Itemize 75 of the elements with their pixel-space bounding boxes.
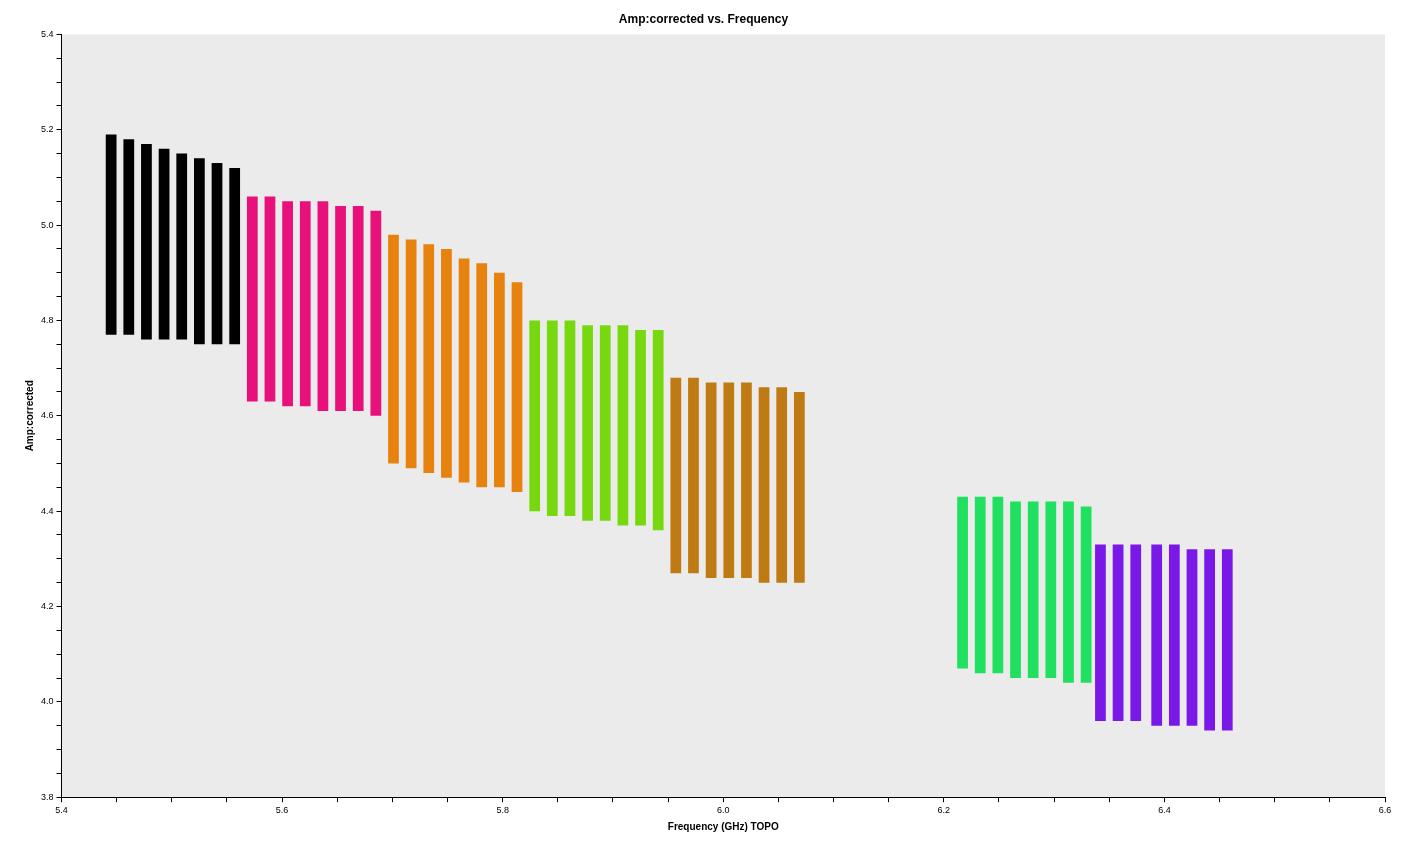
bar [1045, 501, 1057, 679]
bar [1080, 506, 1092, 683]
bar [1221, 549, 1233, 731]
bar [599, 325, 611, 521]
bar [1112, 544, 1124, 721]
bar [299, 201, 311, 407]
x-tick-label: 5.6 [275, 805, 289, 816]
bar [423, 244, 435, 474]
bar [123, 139, 135, 335]
bar [1168, 544, 1180, 726]
y-axis-title: Amp:corrected [23, 380, 35, 452]
bar [493, 272, 505, 488]
bar [1151, 544, 1163, 726]
bar [1063, 501, 1074, 683]
bar [957, 496, 968, 669]
x-tick-label: 6.2 [937, 805, 951, 816]
x-tick-label: 6.6 [1378, 805, 1392, 816]
bar [793, 391, 805, 583]
x-tick-label: 5.4 [55, 805, 68, 816]
bar [194, 158, 205, 345]
bar [688, 377, 699, 574]
bar [282, 201, 293, 407]
y-tick-label: 4.0 [41, 696, 54, 707]
bar [776, 387, 788, 583]
x-axis-title: Frequency (GHz) TOPO [667, 820, 779, 832]
y-tick-label: 4.6 [41, 410, 54, 421]
bar [405, 239, 417, 469]
bar [370, 210, 382, 416]
x-tick-label: 6.0 [717, 805, 730, 816]
bar [264, 196, 276, 402]
bar [974, 496, 986, 674]
bar [635, 329, 646, 526]
bar [1204, 549, 1216, 731]
bar [458, 258, 470, 483]
y-tick-label: 4.8 [41, 314, 54, 325]
bar [617, 325, 629, 526]
bar [511, 282, 523, 493]
bar [1010, 501, 1021, 679]
bar [546, 320, 558, 516]
bar [564, 320, 576, 516]
bar [741, 382, 752, 578]
x-tick-label: 6.4 [1158, 805, 1171, 816]
bar [211, 163, 223, 345]
bar [352, 206, 364, 412]
bar [229, 167, 241, 345]
chart-title: Amp:corrected vs. Frequency [618, 11, 789, 26]
y-tick-label: 5.2 [41, 124, 54, 135]
bar [388, 234, 399, 464]
bar [141, 144, 152, 340]
bar [158, 148, 170, 340]
bar [317, 201, 329, 412]
bar [105, 134, 117, 335]
x-tick-label: 5.8 [496, 805, 509, 816]
bar [441, 248, 452, 478]
y-tick-label: 5.0 [41, 219, 54, 230]
y-tick-label: 4.2 [41, 600, 54, 611]
bar [670, 377, 682, 574]
bar [1027, 501, 1039, 679]
bar [529, 320, 541, 512]
bar [992, 496, 1004, 674]
bar [582, 325, 593, 521]
y-tick-label: 4.4 [41, 505, 54, 516]
bar [652, 329, 664, 531]
bar [246, 196, 258, 402]
bar [1130, 544, 1142, 721]
bar [176, 153, 188, 340]
bar [1095, 544, 1106, 721]
y-tick-label: 3.8 [41, 791, 54, 802]
y-tick-label: 5.4 [41, 28, 54, 39]
bar [705, 382, 717, 578]
bar [1186, 549, 1198, 726]
bar [335, 206, 346, 412]
bar [758, 387, 770, 583]
bar [476, 263, 488, 488]
bar [723, 382, 735, 578]
